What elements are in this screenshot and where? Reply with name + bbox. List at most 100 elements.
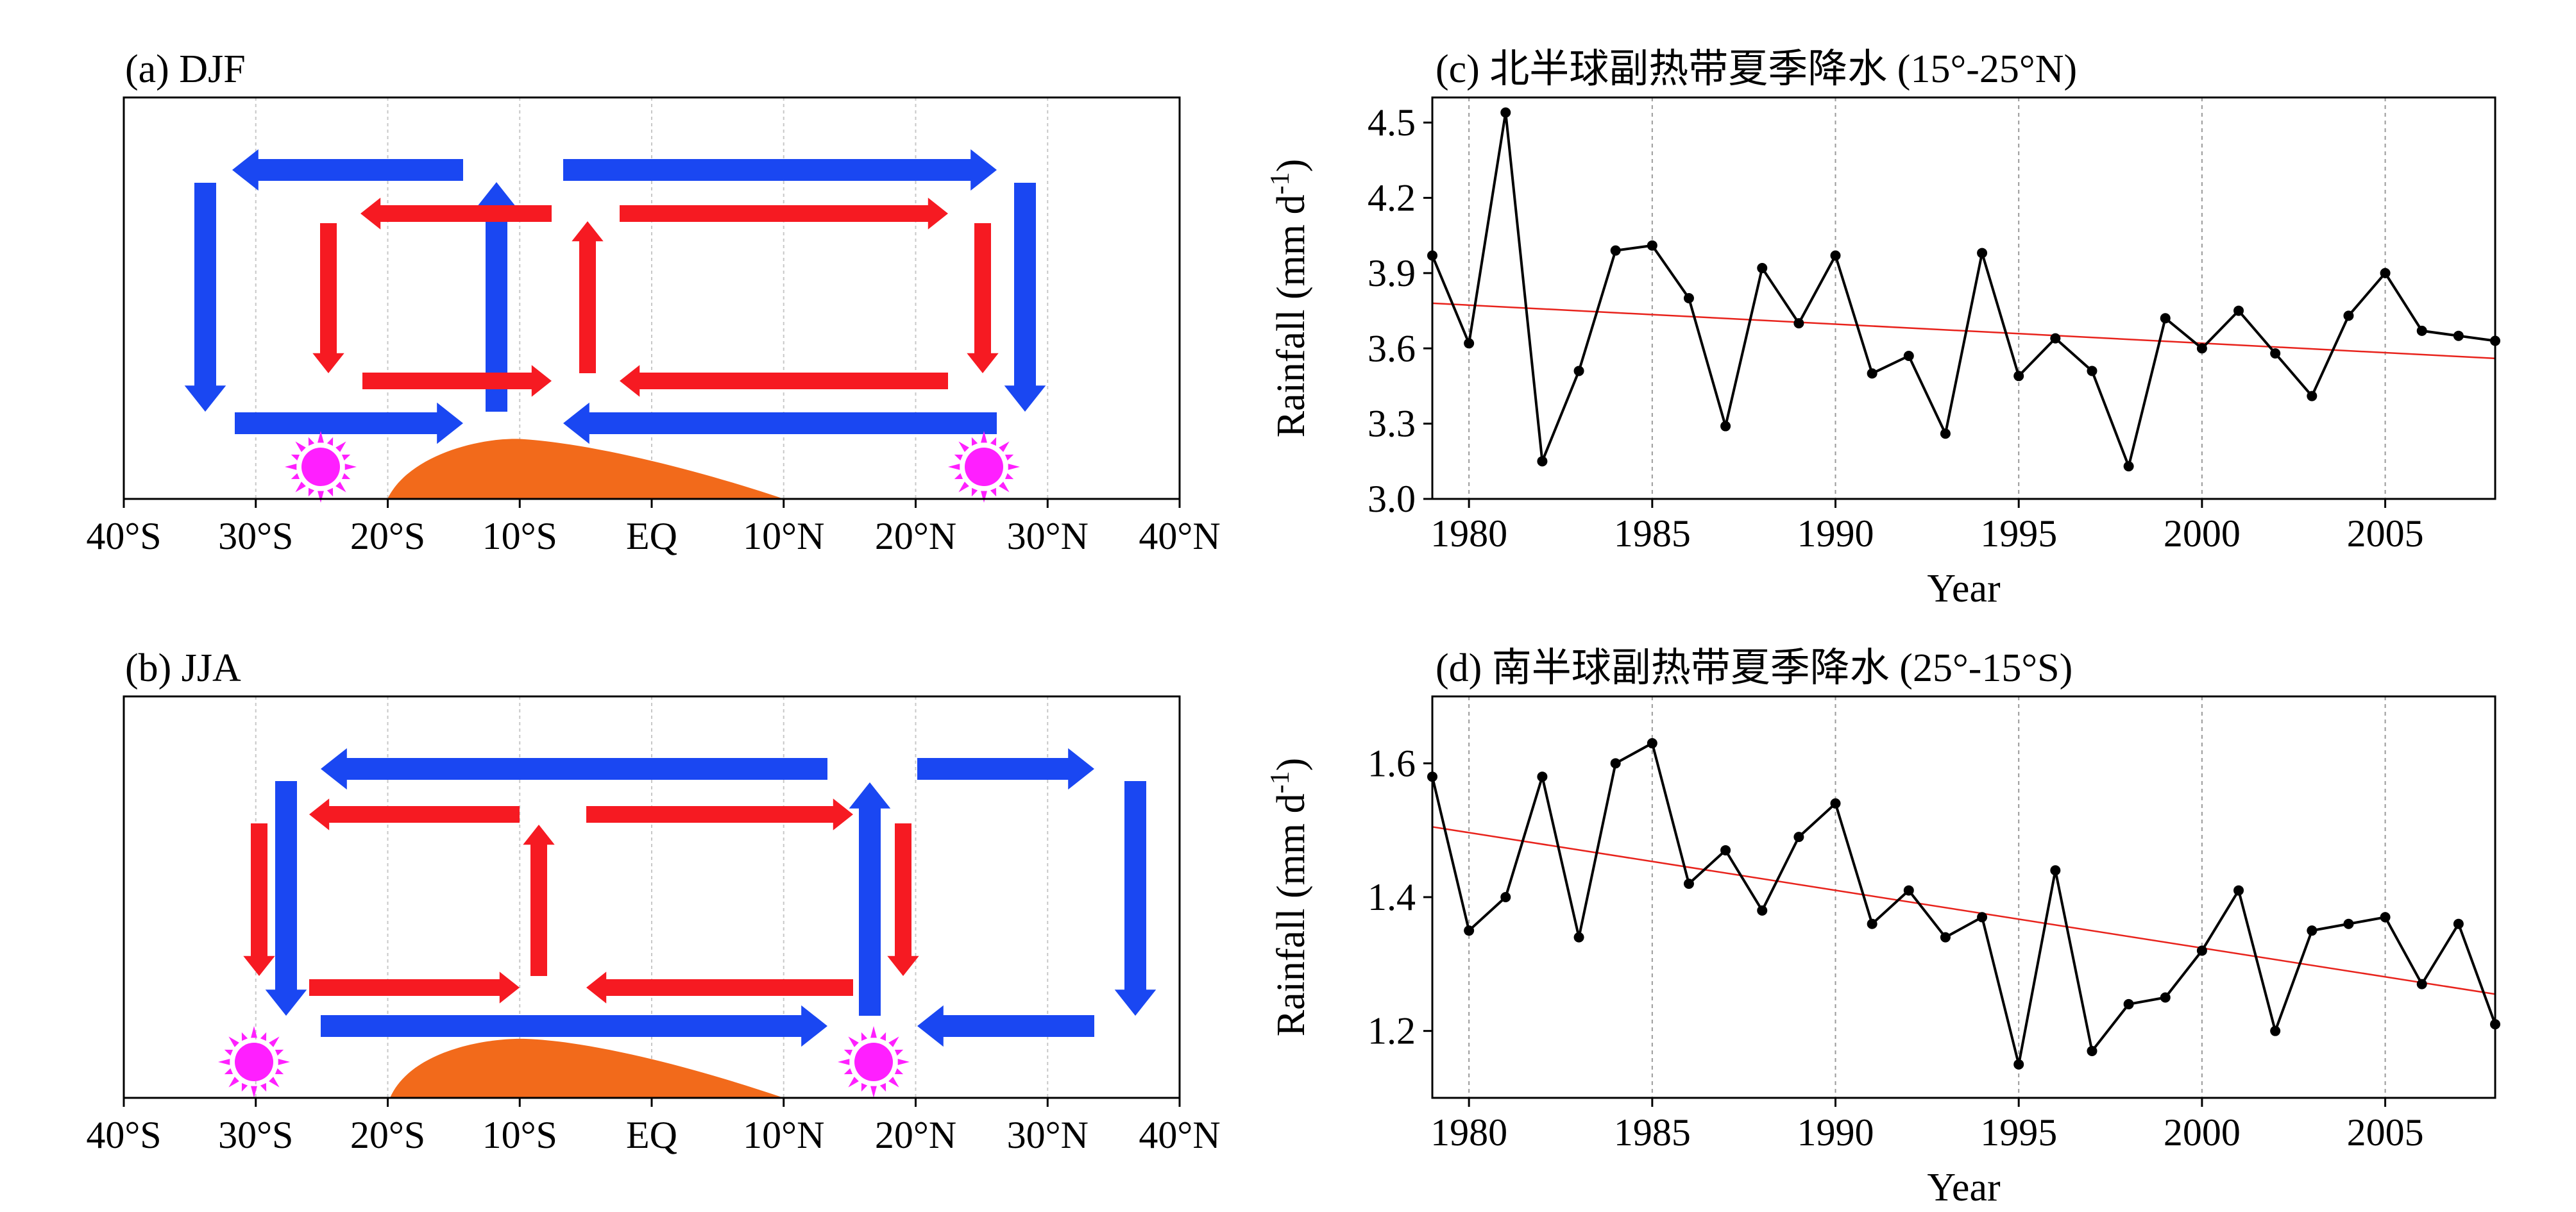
data-point	[1683, 879, 1694, 889]
data-point	[1537, 456, 1548, 467]
data-point	[1537, 771, 1548, 782]
data-point	[2050, 333, 2061, 344]
blue-circulation-arrow	[1114, 781, 1157, 1016]
red-circulation-arrow	[967, 223, 999, 373]
chart-d: 1980 1985 1990 1995 2000 2005 1.2 1.4 1.6 Year Rai…	[1266, 695, 2500, 1209]
data-point	[2160, 992, 2171, 1003]
data-point	[2087, 366, 2097, 376]
red-circulation-arrow	[887, 823, 919, 976]
data-point	[1610, 245, 1621, 256]
lat-tick-label: 30°N	[1007, 1114, 1089, 1156]
lat-tick-label: EQ	[626, 1114, 677, 1156]
data-point	[2050, 865, 2061, 876]
y-tick-label: 4.5	[1368, 101, 1416, 144]
blue-circulation-arrow	[232, 149, 463, 191]
data-point	[2307, 391, 2318, 401]
data-point	[2453, 918, 2464, 929]
panel-a-lat-axis: 40°S 30°S 20°S 10°S EQ 10°N 20°N 30°N 40°N	[86, 499, 1221, 557]
data-point	[1977, 248, 1988, 258]
data-point	[1940, 932, 1951, 943]
panel-d-label: (d) 南半球副热带夏季降水 (25°-15°S)	[1436, 646, 2072, 690]
series-line	[1431, 741, 2496, 1065]
data-point	[2270, 348, 2281, 359]
data-point	[2160, 313, 2171, 324]
blue-circulation-arrow	[563, 149, 997, 191]
x-tick-label: 1995	[1980, 512, 2057, 555]
data-point	[2380, 912, 2391, 923]
sun-markers-djf	[285, 431, 1020, 503]
land-mass-a	[387, 439, 784, 499]
red-circulation-arrow	[620, 365, 948, 397]
y-tick-label: 1.2	[1368, 1010, 1416, 1052]
data-point	[2343, 310, 2354, 321]
data-point	[1977, 912, 1988, 923]
lat-tick-label: 20°S	[350, 515, 425, 557]
data-point	[2196, 945, 2207, 956]
lat-tick-label: 30°S	[218, 1114, 293, 1156]
data-point	[1683, 293, 1694, 303]
chart-c: 1980 1985 1990 1995 2000 2005 3.0 3.3 3.6 3.9 4.2 4…	[1266, 96, 2500, 610]
red-circulation-arrow	[586, 972, 853, 1004]
x-tick-label: 2000	[2164, 512, 2241, 555]
data-point	[1757, 263, 1768, 274]
data-point	[2013, 371, 2024, 382]
lat-tick-label: 40°S	[86, 515, 161, 557]
red-circulation-arrow	[309, 798, 520, 830]
blue-circulation-arrow	[321, 748, 827, 790]
lat-tick-label: 20°N	[875, 1114, 956, 1156]
red-circulation-arrow	[523, 825, 555, 976]
x-axis-label: Year	[1927, 1166, 2001, 1209]
data-point	[2380, 267, 2391, 278]
red-circulation-arrow	[312, 223, 344, 373]
y-tick-label: 4.2	[1368, 177, 1416, 219]
x-tick-label: 2000	[2164, 1111, 2241, 1154]
data-point	[2416, 979, 2427, 989]
data-point	[1940, 428, 1951, 439]
data-point	[2123, 998, 2134, 1009]
y-axis-label: Rainfall (mm d-1)	[1266, 758, 1313, 1036]
y-tick-label: 3.6	[1368, 327, 1416, 369]
panel-d: (d) 南半球副热带夏季降水 (25°-15°S) 1980 1985 1990 19…	[1266, 646, 2500, 1209]
plot-frame	[1431, 695, 2496, 1099]
y-tick-label: 3.3	[1368, 403, 1416, 445]
panel-c: (c) 北半球副热带夏季降水 (15°-25°N) 1980 1985 1990 19…	[1266, 47, 2500, 610]
sun-markers-jja	[218, 1026, 910, 1098]
blue-circulation-arrow	[321, 1005, 827, 1047]
x-tick-label: 1995	[1980, 1111, 2057, 1154]
lat-tick-label: 20°S	[350, 1114, 425, 1156]
x-tick-label: 2005	[2347, 512, 2424, 555]
blue-circulation-arrow	[475, 182, 518, 412]
data-point	[1573, 366, 1584, 376]
blue-circulation-arrow	[849, 782, 891, 1016]
sun-icon	[838, 1026, 910, 1098]
data-point	[2233, 305, 2244, 316]
x-tick-label: 1985	[1614, 1111, 1691, 1154]
red-circulation-arrow	[360, 198, 552, 230]
panel-b-label: (b) JJA	[125, 646, 241, 690]
y-tick-label: 1.6	[1368, 742, 1416, 784]
red-circulation-arrow	[362, 365, 552, 397]
x-tick-label: 2005	[2347, 1111, 2424, 1154]
x-tick-label: 1980	[1430, 512, 1507, 555]
sun-icon	[285, 431, 357, 503]
data-point	[1793, 318, 1804, 329]
data-point	[1647, 738, 1657, 749]
data-point	[2270, 1025, 2281, 1036]
data-point	[1573, 932, 1584, 943]
y-axis-label: Rainfall (mm d-1)	[1266, 159, 1313, 437]
sun-icon	[218, 1026, 290, 1098]
blue-circulation-arrow	[235, 402, 463, 444]
data-point	[1647, 240, 1657, 251]
data-point	[1464, 338, 1475, 349]
data-point	[1757, 905, 1768, 916]
circulation-arrows-jja	[243, 748, 1157, 1047]
blue-circulation-arrow	[917, 1005, 1094, 1047]
y-tick-label: 3.9	[1368, 252, 1416, 294]
lat-tick-label: 10°N	[743, 1114, 824, 1156]
blue-circulation-arrow	[917, 748, 1094, 790]
x-tick-label: 1980	[1430, 1111, 1507, 1154]
blue-circulation-arrow	[265, 781, 307, 1016]
lat-tick-label: 10°N	[743, 515, 824, 557]
data-point	[2196, 343, 2207, 354]
